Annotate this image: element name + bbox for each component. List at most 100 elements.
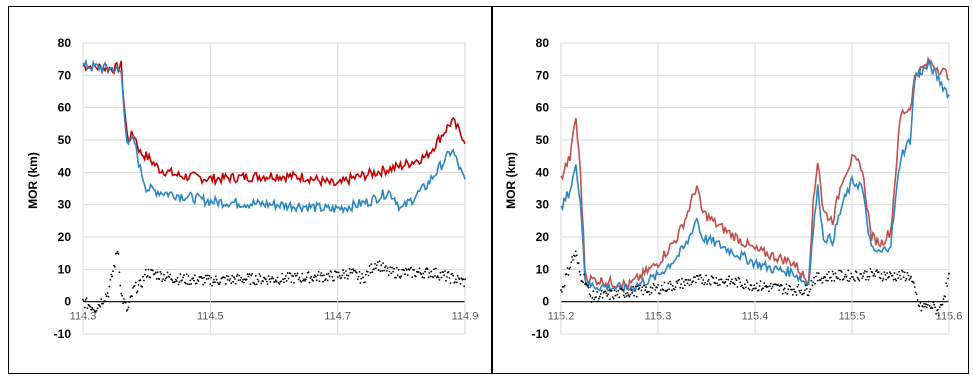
data-point [174,278,177,281]
data-point [393,267,395,270]
data-point [643,284,645,287]
data-point [410,266,413,269]
data-point [864,270,866,272]
data-point [913,286,916,288]
data-point [639,284,642,287]
data-point [948,272,950,275]
data-point [928,304,931,307]
data-point [320,272,323,274]
data-point [258,273,261,275]
data-point [697,278,700,281]
data-point [838,269,840,272]
data-point [115,252,118,255]
data-point [171,279,174,281]
y-axis-label: MOR (km) [26,152,40,209]
data-point [439,271,442,274]
data-point [668,288,670,291]
data-point [820,277,823,280]
data-point [587,286,590,289]
data-point [89,305,92,308]
data-point [324,279,326,282]
data-point [747,287,750,290]
data-point [865,278,867,281]
data-point [610,290,613,292]
data-point [810,279,813,282]
data-point [237,279,240,282]
data-point [853,279,856,282]
series-dots-2 [560,250,950,317]
data-point [597,300,599,303]
data-point [166,271,169,274]
data-point [743,287,745,290]
data-point [800,289,803,292]
data-point [362,276,364,279]
data-point [768,290,770,293]
data-point [781,292,784,295]
series-line-0 [82,60,466,188]
data-point [595,296,597,298]
data-point [464,278,466,281]
data-point [187,275,190,277]
data-point [889,271,891,273]
data-point [589,295,592,297]
data-point [574,250,577,253]
data-point [652,282,655,285]
data-point [596,291,598,293]
data-point [325,273,328,276]
data-point [388,270,391,273]
y-axis-label: MOR (km) [504,152,518,209]
data-point [303,278,305,281]
data-point [118,271,121,274]
data-point [927,300,930,303]
data-point [367,274,370,277]
data-point [256,278,259,281]
data-point [448,277,451,279]
data-point [103,300,106,302]
series-line-1 [82,58,466,215]
data-point [451,273,454,275]
data-point [866,275,869,278]
data-point [458,278,461,281]
data-point [269,281,272,283]
data-point [703,283,706,286]
data-point [840,271,843,273]
data-point [897,277,900,280]
data-point [856,276,859,279]
data-point [189,279,192,282]
data-point [338,274,341,277]
data-point [383,269,385,272]
data-point [109,279,112,281]
data-point [336,276,339,278]
data-point [100,298,103,300]
data-point [630,289,633,291]
data-point [227,275,230,278]
data-point [299,279,302,282]
data-point [590,301,593,303]
x-tick-label: 115.4 [742,311,769,323]
data-point [634,285,637,288]
data-point [946,285,949,287]
data-point [135,291,138,294]
data-point [330,271,333,273]
data-point [908,278,911,281]
data-point [164,279,166,282]
data-point [865,270,868,273]
data-point [867,278,870,281]
data-point [945,282,948,284]
data-point [907,274,910,277]
data-point [152,269,154,272]
data-point [265,280,268,283]
data-point [600,290,603,292]
data-point [843,276,846,278]
data-point [203,276,205,279]
data-point [805,287,808,290]
data-point [824,276,827,279]
data-point [122,302,124,305]
data-point [825,279,827,282]
data-point [156,271,159,274]
data-point [599,293,602,295]
y-tick-label: 0 [64,295,71,309]
data-point [413,269,415,271]
data-point [266,283,269,285]
data-point [392,270,394,273]
